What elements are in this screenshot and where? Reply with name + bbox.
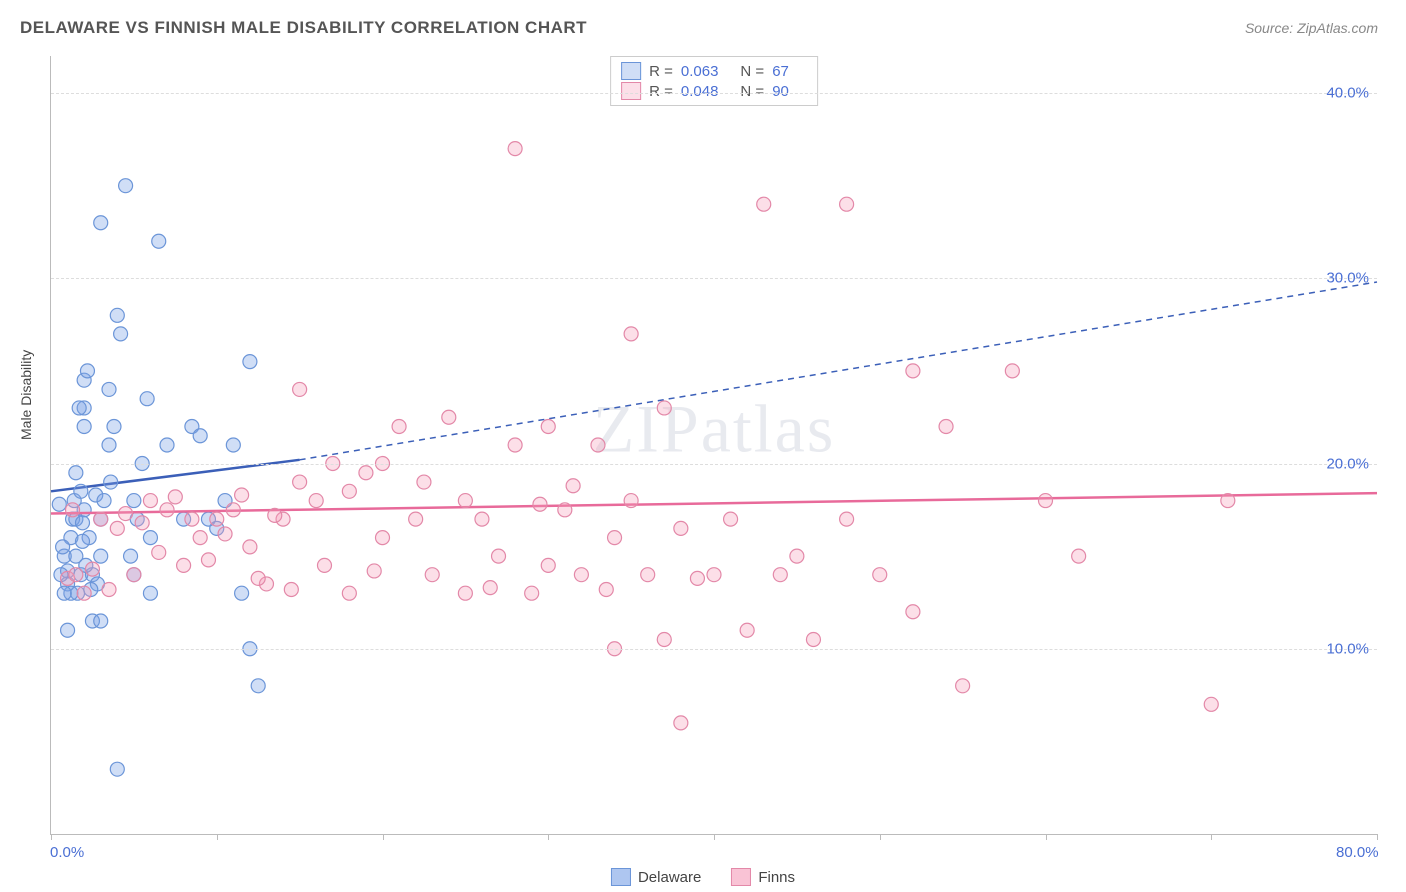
r-value-finns: 0.048 xyxy=(681,83,719,100)
y-axis-label: Male Disability xyxy=(18,350,34,440)
swatch-finns xyxy=(731,868,751,886)
legend-item-delaware: Delaware xyxy=(611,868,701,886)
stats-row-delaware: R = 0.063 N = 67 xyxy=(621,61,803,81)
legend-item-finns: Finns xyxy=(731,868,795,886)
swatch-delaware xyxy=(621,62,641,80)
swatch-finns xyxy=(621,82,641,100)
n-label: N = xyxy=(740,63,764,80)
n-value-delaware: 67 xyxy=(772,63,789,80)
n-label: N = xyxy=(740,83,764,100)
n-value-finns: 90 xyxy=(772,83,789,100)
r-value-delaware: 0.063 xyxy=(681,63,719,80)
y-tick-label: 10.0% xyxy=(1326,640,1369,657)
series-legend: Delaware Finns xyxy=(611,868,795,886)
legend-label-delaware: Delaware xyxy=(638,869,701,886)
stats-row-finns: R = 0.048 N = 90 xyxy=(621,81,803,101)
y-tick-label: 30.0% xyxy=(1326,270,1369,287)
r-label: R = xyxy=(649,83,673,100)
source-attribution: Source: ZipAtlas.com xyxy=(1245,20,1378,36)
r-label: R = xyxy=(649,63,673,80)
x-tick-label: 0.0% xyxy=(50,844,84,861)
chart-svg xyxy=(51,56,1377,834)
chart-container: DELAWARE VS FINNISH MALE DISABILITY CORR… xyxy=(0,0,1406,892)
x-tick-label: 80.0% xyxy=(1336,844,1379,861)
stats-legend: R = 0.063 N = 67 R = 0.048 N = 90 xyxy=(610,56,818,106)
chart-title: DELAWARE VS FINNISH MALE DISABILITY CORR… xyxy=(20,18,587,38)
y-tick-label: 20.0% xyxy=(1326,455,1369,472)
plot-area: ZIPatlas R = 0.063 N = 67 R = 0.048 N = … xyxy=(50,56,1377,835)
swatch-delaware xyxy=(611,868,631,886)
y-tick-label: 40.0% xyxy=(1326,85,1369,102)
legend-label-finns: Finns xyxy=(758,869,795,886)
